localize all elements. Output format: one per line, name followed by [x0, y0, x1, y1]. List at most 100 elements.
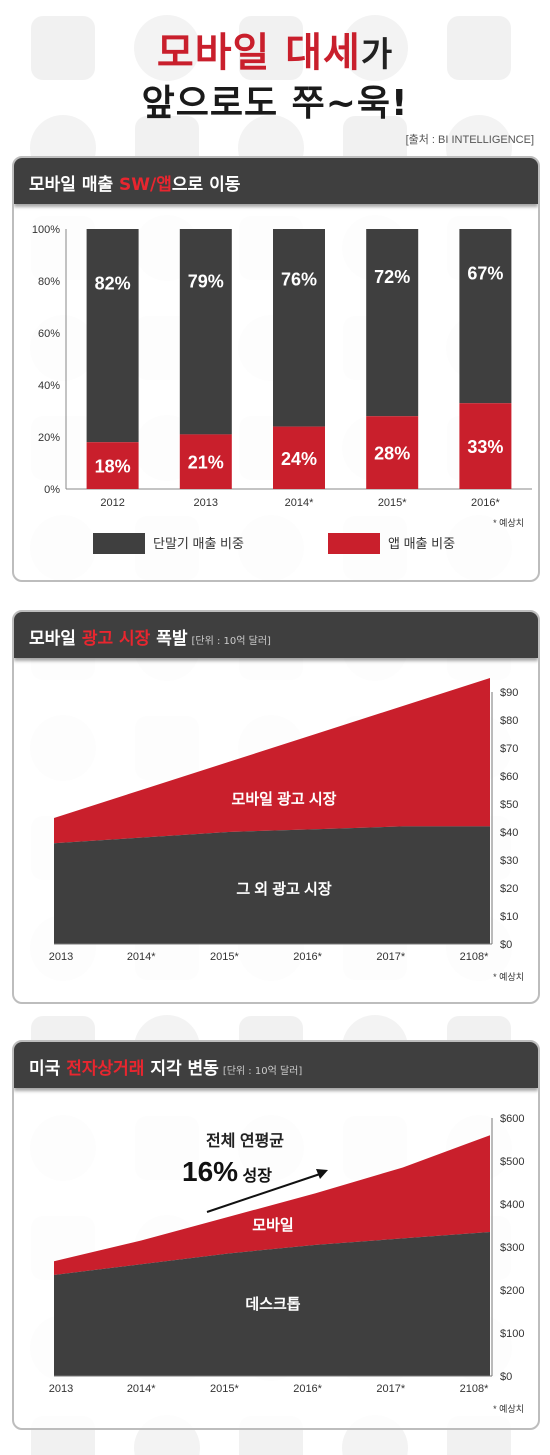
y-tick-label: $90 [500, 687, 518, 699]
y-tick-label: $70 [500, 743, 518, 755]
panel-header: 모바일 매출 SW/앱으로 이동 [14, 158, 538, 204]
x-tick-label: 2013 [194, 497, 218, 509]
app-icon-tile [239, 16, 303, 80]
y-tick-label: 0% [44, 484, 60, 496]
y-tick-label: 100% [32, 224, 60, 236]
y-tick-label: $40 [500, 827, 518, 839]
growth-arrow-head [316, 1169, 328, 1179]
panel-mobile-ad-market: 모바일 광고 시장 폭발 [단위 : 10억 달러] $0 $10 $20 $30 $40… [12, 610, 540, 1004]
data-label-app: 21% [188, 453, 224, 473]
x-tick-label: 2108* [460, 1383, 489, 1395]
y-tick-label: $10 [500, 911, 518, 923]
area-chart-ecommerce: $0 $100 $200 $300 $400 $500 $600 2013 2014* 2015*… [49, 1113, 525, 1414]
bar-device-share [459, 229, 512, 404]
bar-device-share [86, 229, 139, 443]
growth-annotation-rate: 16% 성장 [182, 1156, 272, 1187]
y-tick-label: $50 [500, 799, 518, 811]
panel-header: 모바일 광고 시장 폭발 [단위 : 10억 달러] [14, 612, 538, 658]
x-tick-label: 2108* [460, 951, 489, 963]
y-tick-label: $0 [500, 939, 512, 951]
y-tick-label: $30 [500, 855, 518, 867]
area-chart3-top [54, 1135, 490, 1275]
area-chart2-base [54, 826, 490, 944]
main-title: 모바일 대세가 [0, 20, 550, 78]
x-tick-label: 2017* [376, 951, 405, 963]
x-tick-label: 2014* [285, 497, 314, 509]
panel-title: 미국 전자상거래 지각 변동 [단위 : 10억 달러] [29, 1059, 303, 1079]
data-label-device: 79% [188, 271, 224, 291]
series-label-base: 그 외 광고 시장 [236, 880, 332, 898]
y-tick-label: $600 [500, 1113, 524, 1125]
panel-unit: [단위 : 10억 달러] [222, 1066, 303, 1077]
y-tick-label: $60 [500, 771, 518, 783]
stacked-bar-chart: 0% 20% 40% 60% 80% 100% 18% 82% 2012 21% 79% 2013 24… [32, 224, 532, 554]
x-tick-label: 2016* [293, 1383, 322, 1395]
y-tick-label: $0 [500, 1371, 512, 1383]
x-tick-label: 2015* [378, 497, 407, 509]
bar-device-share [366, 229, 419, 417]
x-tick-label: 2012 [100, 497, 124, 509]
y-tick-label: $100 [500, 1328, 524, 1340]
y-tick-label: $80 [500, 715, 518, 727]
data-label-app: 28% [374, 444, 410, 464]
growth-annotation-caption: 전체 연평균 [206, 1132, 284, 1150]
app-icon-tile [31, 16, 95, 80]
x-tick-label: 2017* [376, 1383, 405, 1395]
y-tick-label: $20 [500, 883, 518, 895]
bar-app-share [86, 442, 139, 489]
legend-swatch-app [328, 533, 380, 554]
bar-device-share [273, 229, 325, 427]
y-tick-label: 80% [38, 276, 60, 288]
data-label-device: 82% [95, 273, 131, 293]
data-label-app: 24% [281, 449, 317, 469]
growth-arrow-line [206, 1173, 321, 1213]
bar-app-share [179, 434, 232, 489]
y-tick-label: $400 [500, 1199, 524, 1211]
panel-header: 미국 전자상거래 지각 변동 [단위 : 10억 달러] [14, 1042, 538, 1088]
data-label-app: 33% [467, 437, 503, 457]
main-title-highlight: 모바일 대세 [156, 30, 361, 76]
bar-app-share [366, 416, 419, 489]
y-tick-label: 20% [38, 432, 60, 444]
app-icon-badge [134, 15, 200, 81]
forecast-note: * 예상치 [493, 971, 524, 982]
y-tick-label: 60% [38, 328, 60, 340]
panel-revenue-shift: 모바일 매출 SW/앱으로 이동 0% 20% 40% 60% 80% 100% 18% 82… [12, 156, 540, 582]
panel-title: 모바일 광고 시장 폭발 [단위 : 10억 달러] [29, 629, 271, 649]
x-tick-label: 2015* [210, 951, 239, 963]
app-icon-tile [447, 16, 511, 80]
bar-device-share [179, 229, 232, 435]
y-tick-label: $500 [500, 1156, 524, 1168]
x-tick-label: 2013 [49, 1383, 73, 1395]
legend-swatch-device [93, 533, 145, 554]
main-subtitle: 앞으로도 쭈~욱! [141, 83, 409, 124]
forecast-note: * 예상치 [493, 517, 524, 528]
x-tick-label: 2016* [471, 497, 500, 509]
panel-us-ecommerce: 미국 전자상거래 지각 변동 [단위 : 10억 달러] $0 $100 $200 $3… [12, 1040, 540, 1430]
data-label-device: 67% [467, 264, 503, 284]
series-label-top: 모바일 광고 시장 [232, 790, 337, 808]
x-tick-label: 2014* [127, 951, 156, 963]
app-icon-badge [342, 15, 408, 81]
area-chart3-base [54, 1231, 490, 1376]
source-credit: [출처 : BI INTELLIGENCE] [405, 134, 534, 146]
legend-label-device: 단말기 매출 비중 [153, 536, 244, 551]
forecast-note: * 예상치 [493, 1403, 524, 1414]
data-label-device: 76% [281, 269, 317, 289]
y-tick-label: 40% [38, 380, 60, 392]
bar-app-share [273, 426, 325, 489]
data-label-app: 18% [95, 457, 131, 477]
legend-label-app: 앱 매출 비중 [388, 536, 455, 551]
area-chart2-top [54, 678, 490, 844]
data-label-device: 72% [374, 267, 410, 287]
x-tick-label: 2014* [127, 1383, 156, 1395]
panel-title: 모바일 매출 SW/앱으로 이동 [29, 175, 241, 195]
x-tick-label: 2016* [293, 951, 322, 963]
x-tick-label: 2015* [210, 1383, 239, 1395]
area-chart-ad-market: $0 $10 $20 $30 $40 $50 $60 $70 $80 $90 2013 2014* 20… [49, 678, 524, 982]
y-tick-label: $300 [500, 1242, 524, 1254]
y-tick-label: $200 [500, 1285, 524, 1297]
main-title-suffix: 가 [360, 35, 394, 75]
series-label-top: 모바일 [252, 1216, 293, 1234]
bar-app-share [459, 403, 512, 489]
